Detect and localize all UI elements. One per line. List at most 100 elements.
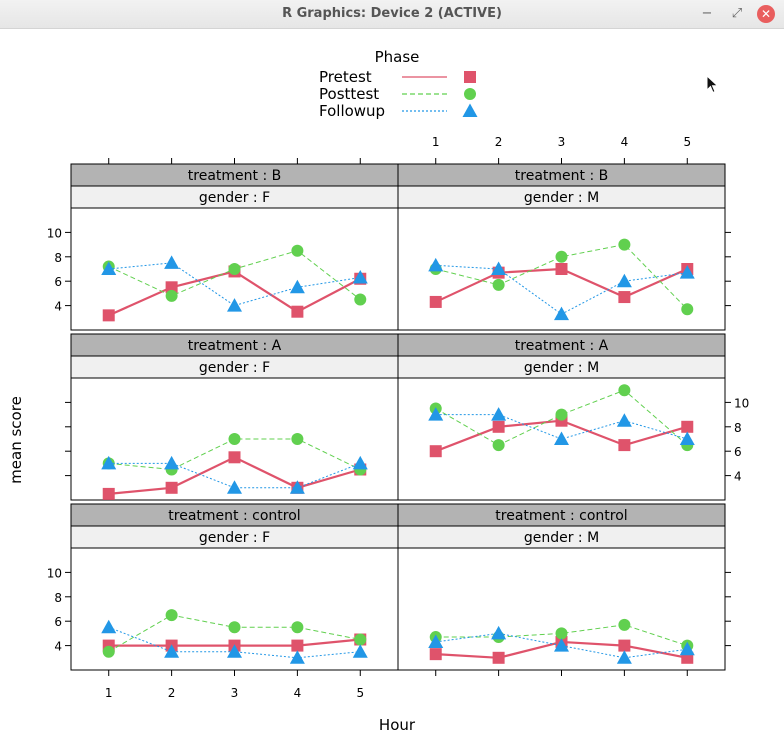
- y-tick-label: 6: [734, 445, 742, 459]
- y-tick-label: 10: [47, 226, 62, 240]
- maximize-button[interactable]: ⤢: [731, 6, 743, 21]
- y-tick-label: 4: [54, 300, 62, 314]
- series-line-followup: [435, 632, 688, 659]
- point-posttest: [681, 303, 694, 316]
- point-pretest: [102, 487, 115, 500]
- series-line-followup: [108, 262, 361, 307]
- point-posttest: [291, 621, 304, 634]
- point-followup: [352, 455, 368, 470]
- point-followup: [616, 650, 632, 664]
- x-axis-title: Hour: [379, 716, 416, 734]
- point-posttest: [555, 408, 568, 421]
- point-pretest: [291, 639, 304, 652]
- point-pretest: [618, 291, 631, 304]
- window-title: R Graphics: Device 2 (ACTIVE): [282, 6, 502, 21]
- point-followup: [428, 257, 444, 272]
- legend-label-pretest: Pretest: [319, 68, 372, 86]
- series-line-followup: [435, 414, 688, 440]
- point-followup: [101, 619, 117, 634]
- point-followup: [352, 270, 368, 284]
- point-followup: [679, 641, 695, 656]
- point-posttest: [618, 384, 631, 397]
- point-followup: [554, 306, 569, 321]
- point-followup: [164, 455, 180, 470]
- strip-treatment-label: treatment : control: [495, 508, 627, 524]
- series-line-posttest: [435, 624, 688, 647]
- legend-title: Phase: [375, 48, 420, 66]
- strip-gender-label: gender : F: [199, 360, 270, 376]
- legend-label-followup: Followup: [319, 102, 385, 120]
- point-followup: [289, 650, 305, 664]
- point-followup: [428, 634, 444, 648]
- y-tick-label: 10: [47, 566, 62, 580]
- series-line-posttest: [108, 438, 361, 471]
- point-pretest: [429, 445, 442, 458]
- legend-label-posttest: Posttest: [319, 85, 379, 103]
- strip-treatment-label: treatment : B: [188, 168, 281, 184]
- y-tick-label: 6: [54, 275, 62, 289]
- point-pretest: [291, 305, 304, 318]
- x-tick-label: 4: [621, 135, 629, 149]
- x-tick-label: 1: [432, 135, 440, 149]
- panel-frame: [397, 377, 726, 501]
- y-tick-label: 8: [54, 591, 62, 605]
- point-followup: [679, 265, 695, 279]
- strip-gender-label: gender : M: [524, 360, 599, 376]
- point-pretest: [165, 481, 178, 494]
- point-pretest: [429, 295, 442, 308]
- strip-treatment-label: treatment : A: [515, 338, 609, 354]
- point-posttest: [228, 433, 241, 445]
- point-pretest: [228, 451, 241, 464]
- point-pretest: [618, 439, 631, 452]
- x-tick-label: 4: [294, 686, 302, 700]
- series-line-posttest: [435, 389, 688, 446]
- point-posttest: [618, 618, 631, 631]
- window-titlebar: R Graphics: Device 2 (ACTIVE) − ⤢ ✕: [0, 0, 784, 29]
- y-tick-label: 8: [734, 421, 742, 435]
- point-pretest: [429, 648, 442, 661]
- point-pretest: [102, 309, 115, 322]
- strip-gender-label: gender : F: [199, 190, 270, 206]
- point-pretest: [618, 639, 631, 652]
- point-posttest: [354, 633, 367, 646]
- series-line-posttest: [435, 244, 688, 310]
- point-followup: [491, 625, 507, 640]
- point-followup: [289, 480, 305, 494]
- legend-marker-followup: [462, 103, 478, 117]
- minimize-button[interactable]: −: [701, 6, 713, 21]
- point-followup: [101, 261, 117, 275]
- point-followup: [289, 279, 305, 294]
- y-tick-label: 4: [734, 470, 742, 484]
- point-followup: [679, 431, 695, 445]
- point-posttest: [492, 439, 505, 452]
- x-tick-label: 5: [356, 686, 364, 700]
- point-posttest: [492, 278, 505, 291]
- x-tick-label: 1: [105, 686, 113, 700]
- y-tick-label: 6: [54, 615, 62, 629]
- point-followup: [554, 638, 569, 652]
- point-followup: [352, 644, 368, 658]
- strip-gender-label: gender : M: [524, 530, 599, 546]
- x-tick-label: 2: [168, 686, 176, 700]
- point-posttest: [555, 250, 568, 263]
- point-pretest: [165, 281, 178, 294]
- point-pretest: [555, 263, 568, 275]
- legend-marker-pretest: [464, 71, 476, 83]
- point-followup: [491, 407, 507, 421]
- point-followup: [491, 261, 507, 275]
- strip-gender-label: gender : M: [524, 190, 599, 206]
- x-tick-label: 5: [683, 135, 691, 149]
- close-button[interactable]: ✕: [757, 5, 775, 23]
- strip-gender-label: gender : F: [199, 530, 270, 546]
- y-tick-label: 10: [734, 396, 749, 410]
- panel-frame: [397, 547, 726, 671]
- y-axis-title: mean score: [7, 396, 25, 484]
- point-followup: [616, 413, 632, 427]
- point-posttest: [291, 244, 304, 257]
- point-pretest: [492, 420, 505, 433]
- point-posttest: [165, 289, 178, 302]
- series-line-followup: [108, 626, 361, 659]
- x-tick-label: 2: [495, 135, 503, 149]
- y-tick-label: 4: [54, 640, 62, 654]
